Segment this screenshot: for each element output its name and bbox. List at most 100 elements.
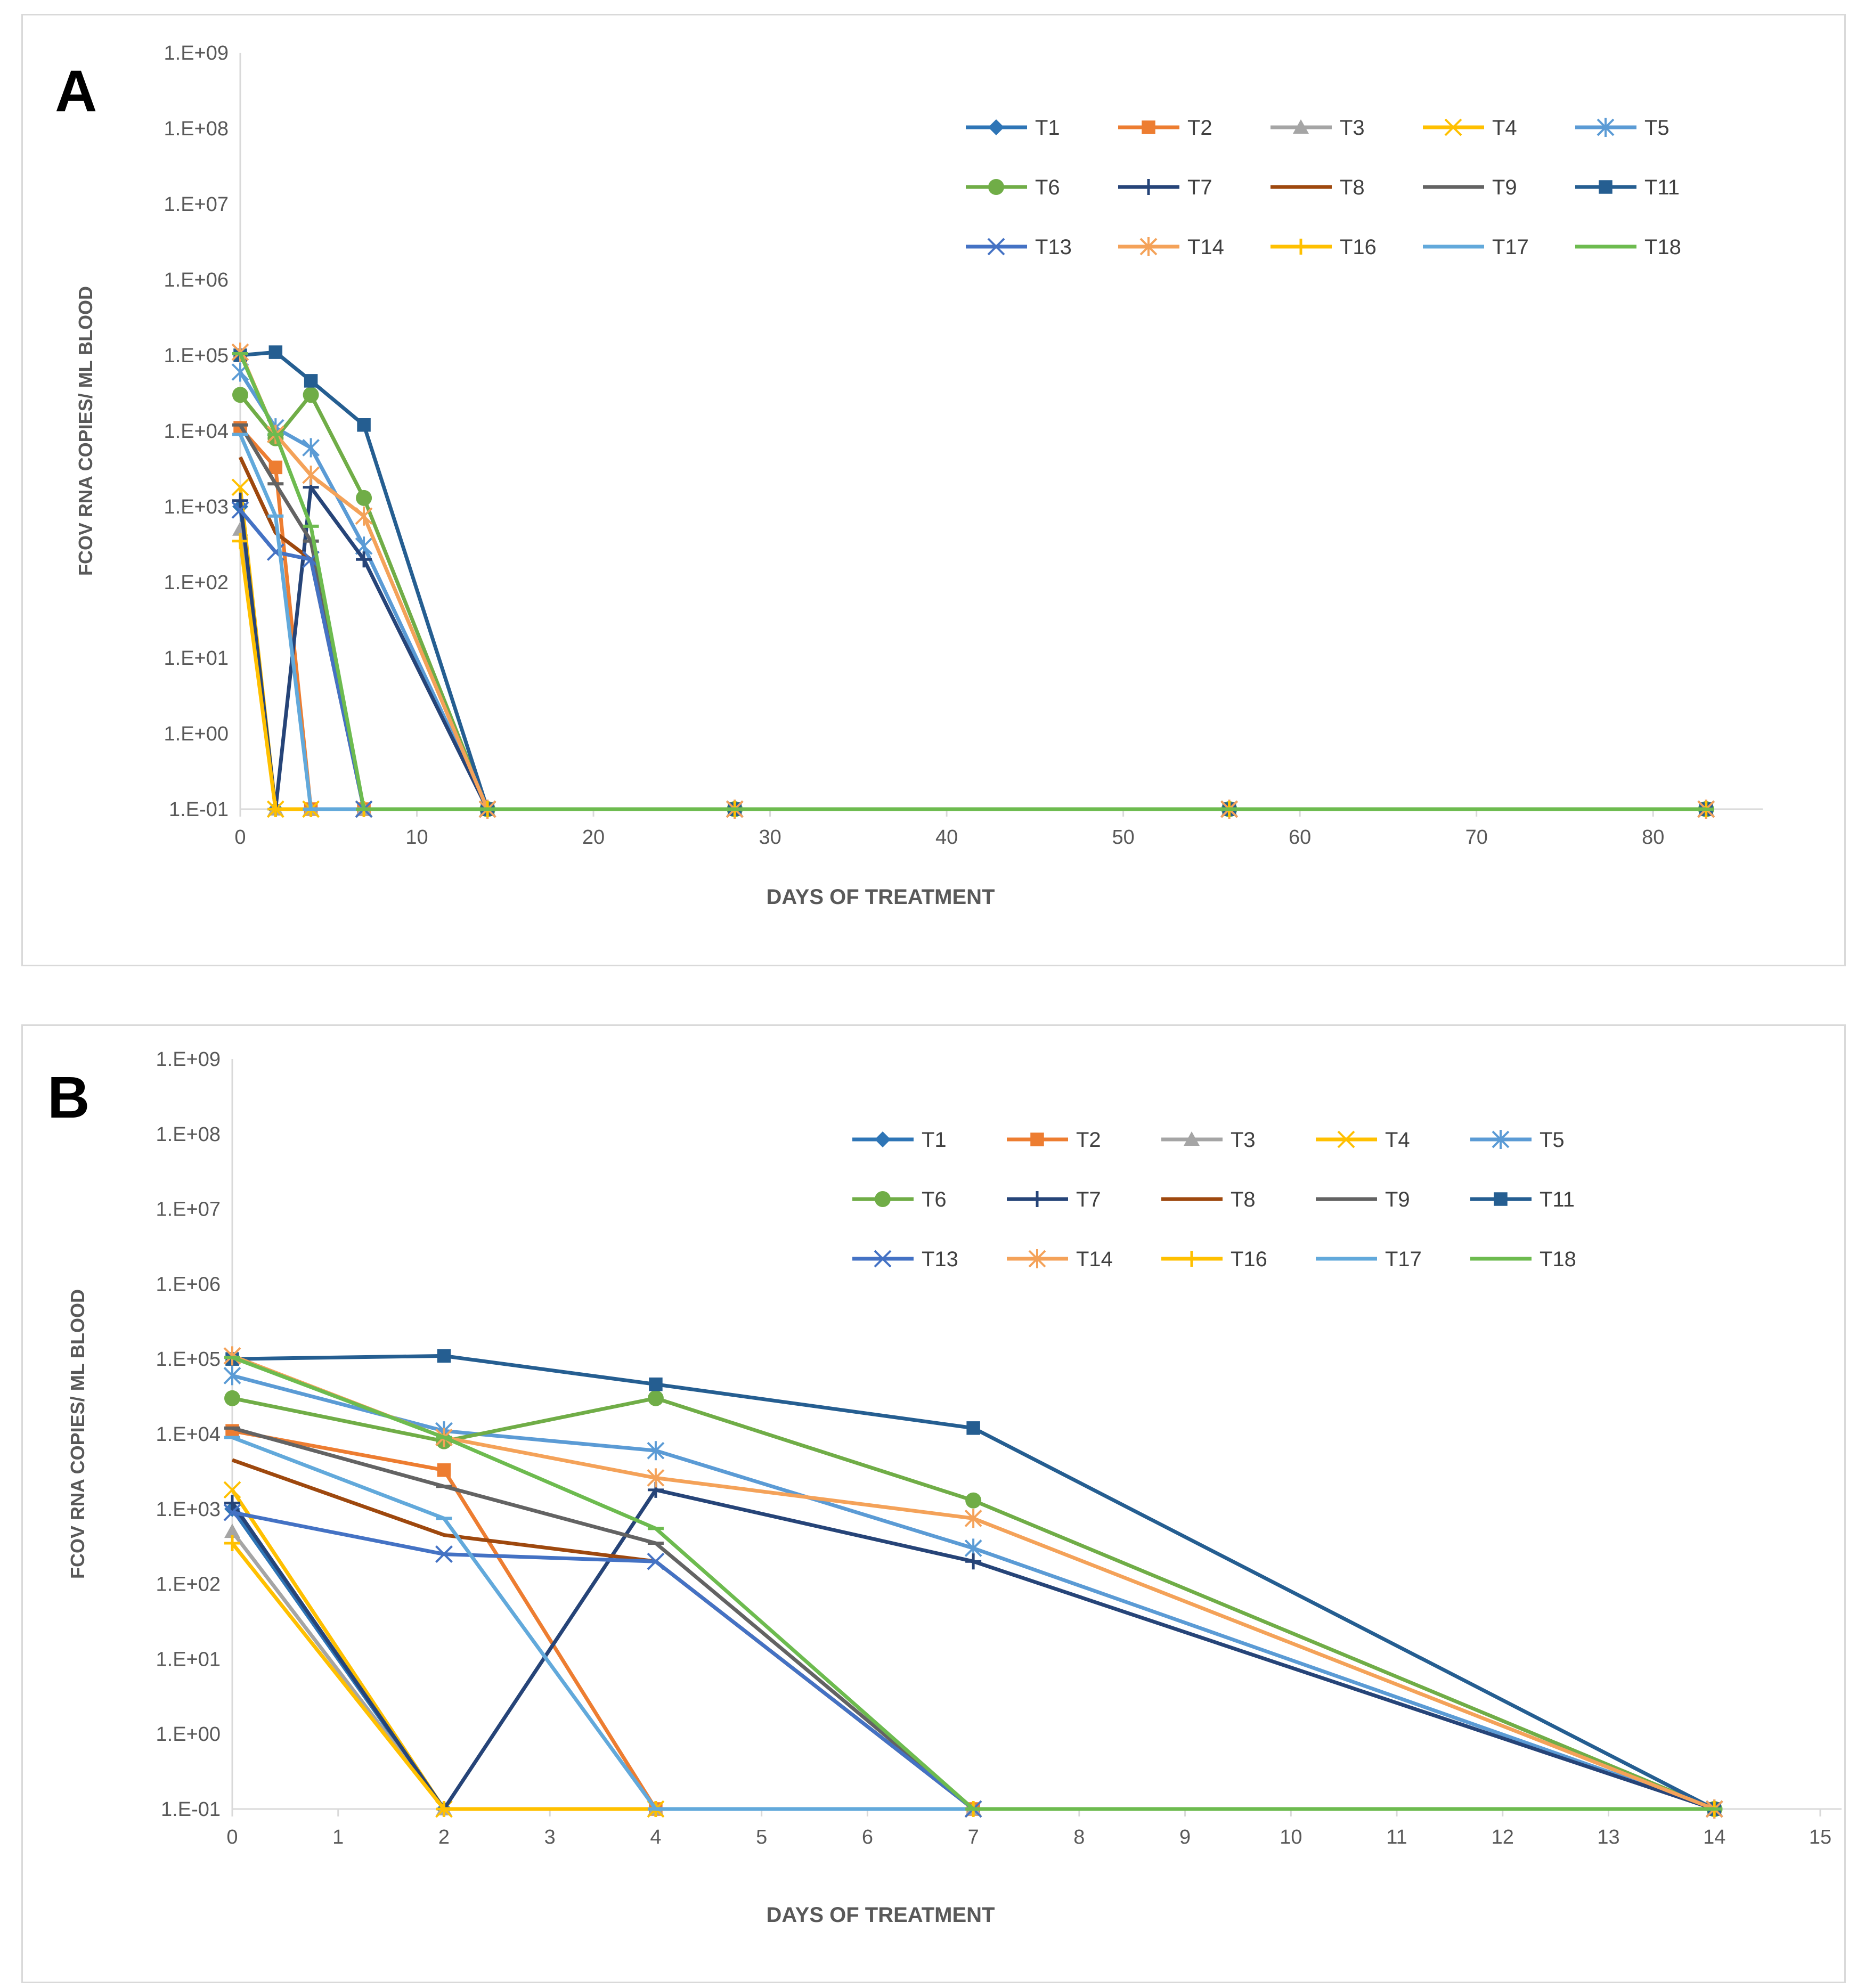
legend-label: T1 xyxy=(1035,116,1060,140)
square-marker xyxy=(1494,1192,1508,1206)
legend-label: T14 xyxy=(1187,235,1224,259)
legend-label: T14 xyxy=(1076,1248,1113,1271)
circle-marker xyxy=(232,387,248,403)
star-marker xyxy=(1028,1249,1046,1268)
legend-item-t7: T7 xyxy=(1118,176,1212,199)
square-marker xyxy=(357,418,371,432)
y-tick-label: 1.E+06 xyxy=(164,269,229,291)
star-marker xyxy=(964,1509,982,1528)
plus-marker xyxy=(965,1553,982,1570)
circle-marker xyxy=(988,179,1004,195)
series-t11 xyxy=(225,1349,1722,1816)
y-tick-label: 1.E+08 xyxy=(156,1123,221,1146)
legend-item-t16: T16 xyxy=(1161,1248,1267,1271)
circle-marker xyxy=(356,490,372,506)
plus-marker xyxy=(1029,1191,1045,1207)
legend-label: T13 xyxy=(1035,235,1072,259)
square-marker xyxy=(1030,1132,1044,1146)
legend-item-t9: T9 xyxy=(1423,176,1517,199)
x-tick-label: 0 xyxy=(234,826,246,849)
legend-item-t1: T1 xyxy=(966,116,1060,140)
legend-item-t5: T5 xyxy=(1470,1128,1565,1152)
legend-label: T8 xyxy=(1340,176,1365,199)
x-tick-label: 50 xyxy=(1112,826,1135,849)
y-tick-label: 1.E+07 xyxy=(156,1199,221,1221)
legend-label: T17 xyxy=(1385,1248,1422,1271)
chart-a-svg: 1.E-01 1.E+00 1.E+01 1.E+02 1.E+03 1.E+04 1.E+… xyxy=(75,42,1763,909)
x-tick-label: 60 xyxy=(1289,826,1311,849)
x-tick-label: 70 xyxy=(1465,826,1488,849)
panel-letter: B xyxy=(47,1065,90,1130)
legend-item-t1: T1 xyxy=(852,1128,947,1152)
chart-panel-a: A 1.E-01 1.E+00 1.E+01 1.E+02 1.E+03 1.E+04 1.… xyxy=(21,14,1846,966)
y-axis-title: FCOV RNA COPIES/ ML BLOOD xyxy=(75,286,96,576)
y-tick-label: 1.E+09 xyxy=(156,1048,221,1071)
series-t1 xyxy=(232,499,1714,817)
y-tick-label: 1.E+02 xyxy=(164,572,229,594)
series-t9 xyxy=(224,1426,1723,1811)
plus-marker xyxy=(267,801,284,817)
x-marker xyxy=(1337,1130,1355,1148)
legend-label: T5 xyxy=(1644,116,1669,140)
x-tick-label: 5 xyxy=(756,1826,767,1848)
series-line xyxy=(238,541,1706,811)
y-tick-label: 1.E+01 xyxy=(164,647,229,670)
series-t18 xyxy=(232,352,1714,811)
legend-item-t13: T13 xyxy=(852,1248,958,1271)
legend-label: T13 xyxy=(922,1248,958,1271)
y-tick-label: 1.E+03 xyxy=(156,1498,221,1521)
series-t7 xyxy=(224,1481,1723,1817)
legend-label: T6 xyxy=(922,1188,947,1211)
square-marker xyxy=(304,374,318,388)
plus-marker xyxy=(356,551,372,568)
legend-label: T18 xyxy=(1540,1248,1576,1271)
legend-item-t2: T2 xyxy=(1118,116,1212,140)
square-marker xyxy=(437,1349,451,1363)
legend-label: T7 xyxy=(1187,176,1212,199)
legend-item-t14: T14 xyxy=(1118,235,1224,259)
x-tick-label: 40 xyxy=(935,826,958,849)
series-line xyxy=(238,506,1706,811)
legend-item-t13: T13 xyxy=(966,235,1072,259)
square-marker xyxy=(1142,120,1155,134)
plus-marker xyxy=(1141,179,1157,195)
x-tick-label: 30 xyxy=(759,826,781,849)
x-tick-label: 11 xyxy=(1386,1826,1407,1848)
x-marker xyxy=(987,238,1005,256)
plus-marker xyxy=(436,1801,452,1817)
star-marker xyxy=(302,466,320,485)
legend-label: T4 xyxy=(1492,116,1517,140)
legend-item-t17: T17 xyxy=(1316,1248,1422,1271)
y-tick-label: 1.E+06 xyxy=(156,1273,221,1296)
x-marker xyxy=(223,1503,241,1521)
x-tick-label: 4 xyxy=(650,1826,661,1848)
legend-label: T3 xyxy=(1340,116,1365,140)
x-tick-label: 12 xyxy=(1492,1826,1514,1848)
x-marker xyxy=(231,478,249,496)
series-line xyxy=(231,1530,1715,1811)
square-marker xyxy=(966,1421,980,1435)
panel-letter: A xyxy=(55,59,97,124)
y-tick-label: 1.E+00 xyxy=(156,1723,221,1746)
triangle-marker xyxy=(224,1523,240,1538)
legend-item-t18: T18 xyxy=(1575,235,1681,259)
series-t14 xyxy=(231,343,1715,819)
legend-label: T6 xyxy=(1035,176,1060,199)
series-line xyxy=(238,351,1706,811)
star-marker xyxy=(647,1441,665,1461)
chart-panel-b: B 1.E-01 1.E+00 1.E+01 1.E+02 1.E+03 1.E+04 1.… xyxy=(21,1024,1846,1983)
legend-item-t8: T8 xyxy=(1271,176,1365,199)
x-tick-label: 2 xyxy=(438,1826,450,1848)
square-marker xyxy=(268,460,283,475)
plus-marker xyxy=(232,533,248,549)
y-tick-label: 1.E+07 xyxy=(164,193,229,216)
circle-marker xyxy=(647,1390,664,1406)
legend-item-t18: T18 xyxy=(1470,1248,1576,1271)
star-marker xyxy=(1597,118,1615,137)
x-tick-label: 10 xyxy=(1280,1826,1302,1848)
circle-marker xyxy=(875,1191,891,1207)
series-t14 xyxy=(223,1346,1723,1819)
x-tick-label: 1 xyxy=(332,1826,344,1848)
y-tick-label: 1.E+04 xyxy=(164,420,229,443)
series-t16 xyxy=(232,533,1714,817)
